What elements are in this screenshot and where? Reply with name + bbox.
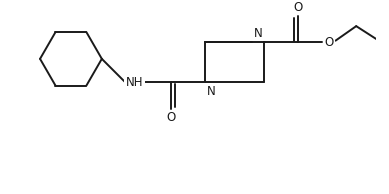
- Text: N: N: [207, 85, 215, 98]
- Text: N: N: [254, 27, 263, 40]
- Text: O: O: [293, 1, 303, 14]
- Text: O: O: [324, 36, 334, 49]
- Text: O: O: [166, 111, 175, 124]
- Text: NH: NH: [126, 76, 143, 89]
